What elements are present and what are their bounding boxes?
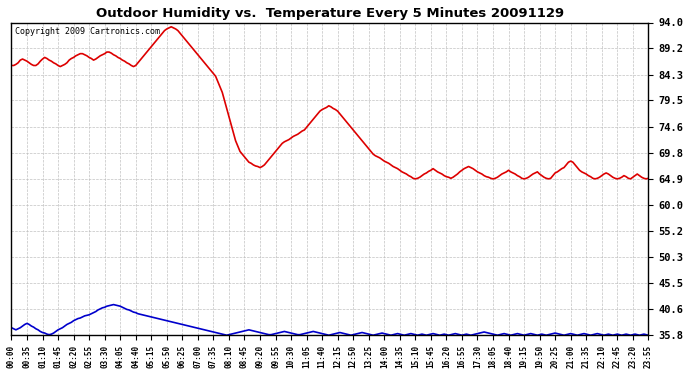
Title: Outdoor Humidity vs.  Temperature Every 5 Minutes 20091129: Outdoor Humidity vs. Temperature Every 5… <box>96 7 564 20</box>
Text: Copyright 2009 Cartronics.com: Copyright 2009 Cartronics.com <box>14 27 159 36</box>
